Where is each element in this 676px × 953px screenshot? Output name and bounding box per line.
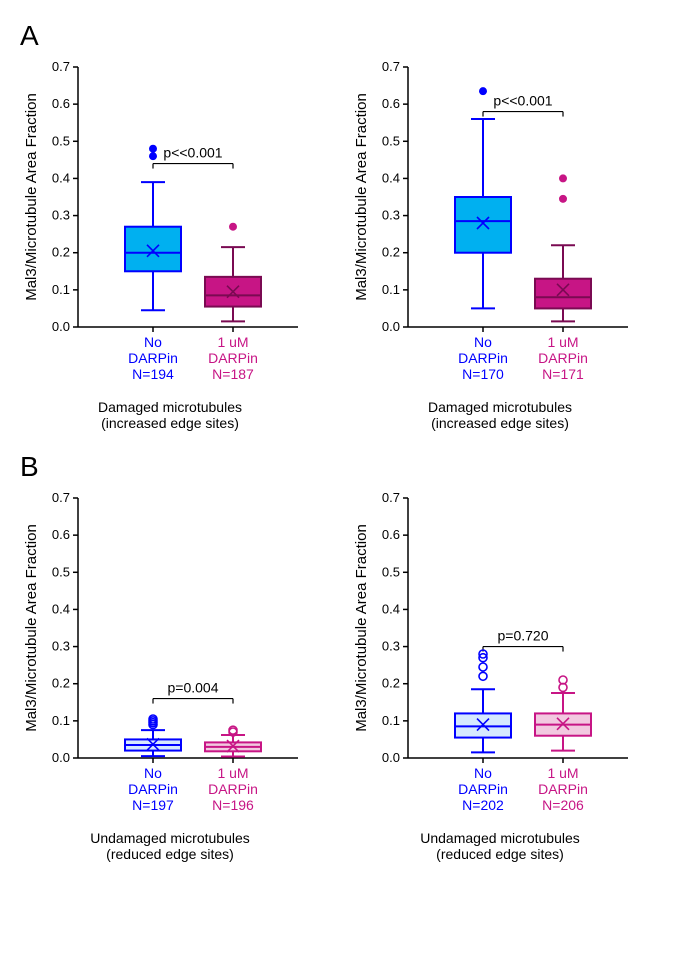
- condition-label: 1 uM: [547, 765, 578, 781]
- ytick-label: 0.5: [382, 133, 400, 148]
- y-axis-label: Mal3/Microtubule Area Fraction: [23, 93, 40, 301]
- ytick-label: 0.1: [52, 282, 70, 297]
- y-axis-label: Mal3/Microtubule Area Fraction: [23, 524, 40, 732]
- box: [125, 227, 181, 272]
- ytick-label: 0.3: [382, 208, 400, 223]
- ytick-label: 0.0: [52, 319, 70, 334]
- ytick-label: 0.0: [382, 750, 400, 765]
- condition-label: No: [144, 334, 162, 350]
- outlier-point: [479, 672, 487, 680]
- condition-label: DARPin: [458, 781, 508, 797]
- ytick-label: 0.5: [52, 564, 70, 579]
- condition-label: N=197: [132, 797, 174, 813]
- condition-label: N=206: [542, 797, 584, 813]
- condition-label: No: [144, 765, 162, 781]
- box: [535, 279, 591, 309]
- ytick-label: 0.7: [52, 490, 70, 505]
- condition-label: N=194: [132, 366, 174, 382]
- boxplot-chart: 0.0 0.1 0.2 0.3 0.4 0.5 0.6 0.7 Mal3/Microtubule…: [350, 57, 638, 397]
- ytick-label: 0.5: [52, 133, 70, 148]
- boxplot-chart: 0.0 0.1 0.2 0.3 0.4 0.5 0.6 0.7 Mal3/Microtubule…: [20, 488, 308, 828]
- condition-label: 1 uM: [547, 334, 578, 350]
- ytick-label: 0.7: [382, 59, 400, 74]
- ytick-label: 0.5: [382, 564, 400, 579]
- panel-label: A: [20, 20, 656, 52]
- condition-label: 1 uM: [217, 334, 248, 350]
- pvalue-label: p<<0.001: [493, 93, 552, 109]
- ytick-label: 0.6: [382, 96, 400, 111]
- condition-label: DARPin: [458, 350, 508, 366]
- condition-label: N=196: [212, 797, 254, 813]
- condition-label: DARPin: [128, 350, 178, 366]
- ytick-label: 0.3: [382, 639, 400, 654]
- outlier-point: [149, 152, 157, 160]
- condition-label: No: [474, 765, 492, 781]
- condition-label: N=171: [542, 366, 584, 382]
- chart-caption: Damaged microtubules(increased edge site…: [20, 399, 320, 431]
- condition-label: No: [474, 334, 492, 350]
- condition-label: 1 uM: [217, 765, 248, 781]
- ytick-label: 0.2: [382, 245, 400, 260]
- ytick-label: 0.4: [52, 170, 70, 185]
- ytick-label: 0.3: [52, 639, 70, 654]
- chart-container: 0.0 0.1 0.2 0.3 0.4 0.5 0.6 0.7 Mal3/Microtubule…: [20, 488, 320, 862]
- condition-label: DARPin: [538, 781, 588, 797]
- condition-label: DARPin: [208, 781, 258, 797]
- ytick-label: 0.1: [382, 713, 400, 728]
- chart-caption: Undamaged microtubules(reduced edge site…: [20, 830, 320, 862]
- condition-label: DARPin: [208, 350, 258, 366]
- ytick-label: 0.4: [382, 601, 400, 616]
- condition-label: DARPin: [128, 781, 178, 797]
- condition-label: N=170: [462, 366, 504, 382]
- ytick-label: 0.7: [52, 59, 70, 74]
- chart-container: 0.0 0.1 0.2 0.3 0.4 0.5 0.6 0.7 Mal3/Microtubule…: [350, 488, 650, 862]
- boxplot-chart: 0.0 0.1 0.2 0.3 0.4 0.5 0.6 0.7 Mal3/Microtubule…: [350, 488, 638, 828]
- ytick-label: 0.6: [52, 96, 70, 111]
- ytick-label: 0.1: [382, 282, 400, 297]
- y-axis-label: Mal3/Microtubule Area Fraction: [353, 524, 370, 732]
- ytick-label: 0.2: [382, 676, 400, 691]
- boxplot-chart: 0.0 0.1 0.2 0.3 0.4 0.5 0.6 0.7 Mal3/Microtubule…: [20, 57, 308, 397]
- outlier-point: [229, 223, 237, 231]
- ytick-label: 0.6: [52, 527, 70, 542]
- pvalue-label: p<<0.001: [163, 145, 222, 161]
- outlier-point: [479, 663, 487, 671]
- ytick-label: 0.2: [52, 676, 70, 691]
- chart-caption: Damaged microtubules(increased edge site…: [350, 399, 650, 431]
- chart-container: 0.0 0.1 0.2 0.3 0.4 0.5 0.6 0.7 Mal3/Microtubule…: [350, 57, 650, 431]
- condition-label: N=202: [462, 797, 504, 813]
- ytick-label: 0.4: [382, 170, 400, 185]
- ytick-label: 0.0: [52, 750, 70, 765]
- ytick-label: 0.7: [382, 490, 400, 505]
- condition-label: DARPin: [538, 350, 588, 366]
- ytick-label: 0.3: [52, 208, 70, 223]
- outlier-point: [149, 145, 157, 153]
- outlier-point: [479, 87, 487, 95]
- box: [455, 197, 511, 253]
- outlier-point: [559, 195, 567, 203]
- pvalue-label: p=0.004: [168, 680, 219, 696]
- panel-row: 0.0 0.1 0.2 0.3 0.4 0.5 0.6 0.7 Mal3/Microtubule…: [20, 488, 656, 862]
- panel-row: 0.0 0.1 0.2 0.3 0.4 0.5 0.6 0.7 Mal3/Microtubule…: [20, 57, 656, 431]
- condition-label: N=187: [212, 366, 254, 382]
- panel-label: B: [20, 451, 656, 483]
- chart-container: 0.0 0.1 0.2 0.3 0.4 0.5 0.6 0.7 Mal3/Microtubule…: [20, 57, 320, 431]
- pvalue-label: p=0.720: [498, 628, 549, 644]
- ytick-label: 0.4: [52, 601, 70, 616]
- outlier-point: [559, 174, 567, 182]
- chart-caption: Undamaged microtubules(reduced edge site…: [350, 830, 650, 862]
- ytick-label: 0.0: [382, 319, 400, 334]
- ytick-label: 0.6: [382, 527, 400, 542]
- y-axis-label: Mal3/Microtubule Area Fraction: [353, 93, 370, 301]
- ytick-label: 0.1: [52, 713, 70, 728]
- ytick-label: 0.2: [52, 245, 70, 260]
